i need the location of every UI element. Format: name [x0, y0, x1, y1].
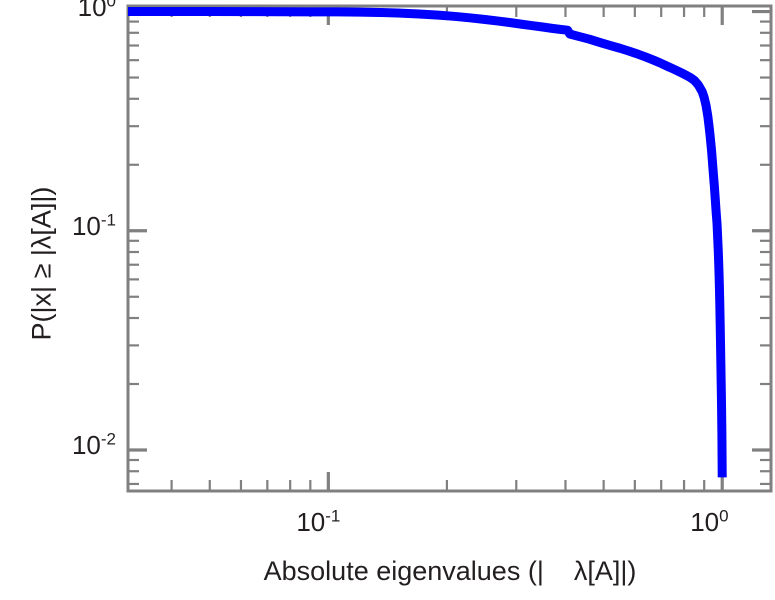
y-axis-label: P(|x| ≥ |λ[A]|) [26, 186, 57, 341]
x-axis-label: Absolute eigenvalues (| λ[A]|) [263, 556, 637, 586]
plot-frame [126, 4, 773, 493]
x-tick-label-1e-1: 10-1 [296, 506, 341, 537]
x-tick-label-1e0: 100 [690, 506, 729, 537]
y-tick-label-1e-2: 10-2 [71, 429, 116, 460]
y-tick-label-1e0: 100 [77, 0, 116, 22]
data-series [128, 7, 727, 478]
y-tick-label-1e-1: 10-1 [71, 210, 116, 241]
series-line [128, 7, 727, 478]
